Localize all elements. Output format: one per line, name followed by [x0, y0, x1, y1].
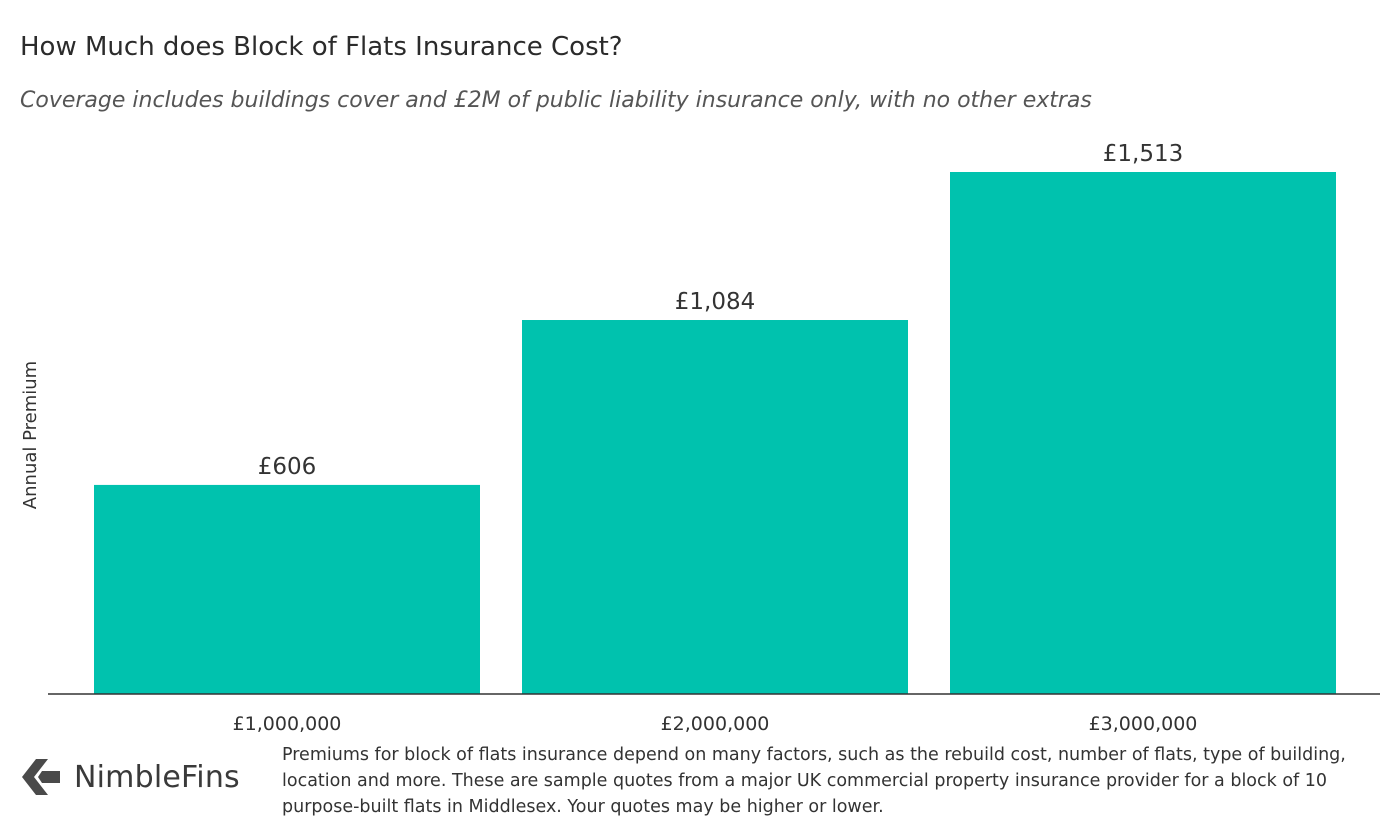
bars-group: £606 £1,000,000 £1,084 £2,000,000 £1,513 £3,0…: [94, 141, 1336, 735]
y-axis-label: Annual Premium: [20, 361, 41, 509]
bar-1: [94, 484, 480, 694]
x-tick-label: £2,000,000: [661, 713, 770, 735]
chart-subtitle: Coverage includes buildings cover and £2…: [20, 88, 1092, 113]
brand-logo: NimbleFins: [20, 752, 240, 802]
chevron-left-logo-icon: [22, 759, 60, 795]
bar-chart: Annual Premium £606 £1,000,000 £1,084 £2,00…: [20, 141, 1380, 735]
footnote-text: Premiums for block of flats insurance de…: [282, 745, 1346, 817]
chart-title: How Much does Block of Flats Insurance C…: [20, 32, 623, 62]
bar-2: [522, 320, 908, 694]
bar-3: [950, 172, 1336, 694]
bar-value-label: £606: [258, 454, 317, 480]
x-tick-label: £1,000,000: [233, 713, 342, 735]
bar-value-label: £1,513: [1103, 141, 1183, 167]
brand-name: NimbleFins: [74, 759, 240, 795]
x-tick-label: £3,000,000: [1089, 713, 1198, 735]
bar-value-label: £1,084: [675, 289, 755, 315]
